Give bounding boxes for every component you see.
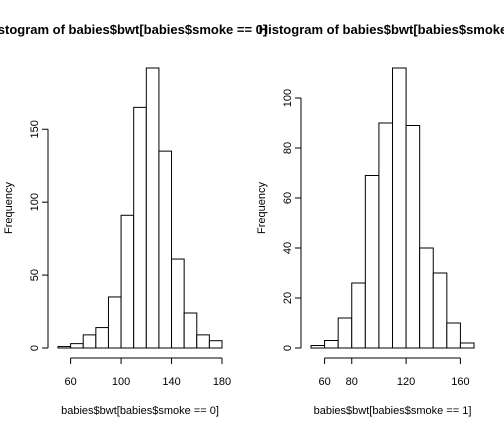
histogram-bar [351,282,366,349]
chart-title: Histogram of babies$bwt[babies$smoke == … [259,22,504,37]
histogram-bar [378,122,393,349]
x-tick-label: 100 [112,376,130,388]
x-tick-label: 60 [64,376,76,388]
x-tick-label: 140 [162,376,180,388]
x-axis-label: babies$bwt[babies$smoke == 0] [61,405,219,417]
x-tick-label: 160 [451,376,469,388]
histogram-bar [158,150,173,349]
histogram-bar [432,272,448,349]
y-tick-label: 80 [282,142,294,154]
histogram-bar [310,345,326,349]
histogram-bar [171,258,185,349]
y-axis-label: Frequency [256,182,268,234]
chart-title: Histogram of babies$bwt[babies$smoke == … [0,22,267,37]
histogram-bar [133,106,147,349]
histogram-bar [107,296,122,349]
y-tick-label: 20 [282,292,294,304]
histogram-bar [208,340,223,349]
histogram-bar [337,317,353,349]
histogram-bar [459,342,475,349]
histogram-bar [82,334,97,349]
histogram-bar [57,346,72,349]
y-tick-label: 100 [29,193,41,211]
histogram-panel-2: Histogram of babies$bwt[babies$smoke == … [256,22,504,417]
histogram-bar [405,125,421,349]
histogram-bar [145,67,160,349]
histogram-bar [364,175,380,349]
x-tick-label: 80 [346,376,358,388]
histogram-bar [392,67,407,349]
histogram-bar [95,327,109,349]
histogram-bar [446,322,461,349]
y-axis-label: Frequency [3,182,15,234]
y-tick-label: 40 [282,242,294,254]
histogram-bar [120,214,135,349]
histogram-bar [324,340,339,349]
y-tick-label: 0 [282,345,294,351]
y-tick-label: 150 [29,120,41,138]
histogram-bar [419,247,434,349]
histogram-panel-1: Histogram of babies$bwt[babies$smoke == … [0,22,267,417]
y-tick-label: 50 [29,269,41,281]
y-tick-label: 0 [29,345,41,351]
y-tick-label: 100 [282,89,294,107]
x-tick-label: 180 [213,376,231,388]
y-tick-label: 60 [282,192,294,204]
histogram-bar [183,312,198,349]
histogram-bar [196,334,210,349]
histogram-bar [70,343,84,349]
x-axis-label: babies$bwt[babies$smoke == 1] [314,405,472,417]
x-tick-label: 120 [397,376,415,388]
x-tick-label: 60 [318,376,330,388]
